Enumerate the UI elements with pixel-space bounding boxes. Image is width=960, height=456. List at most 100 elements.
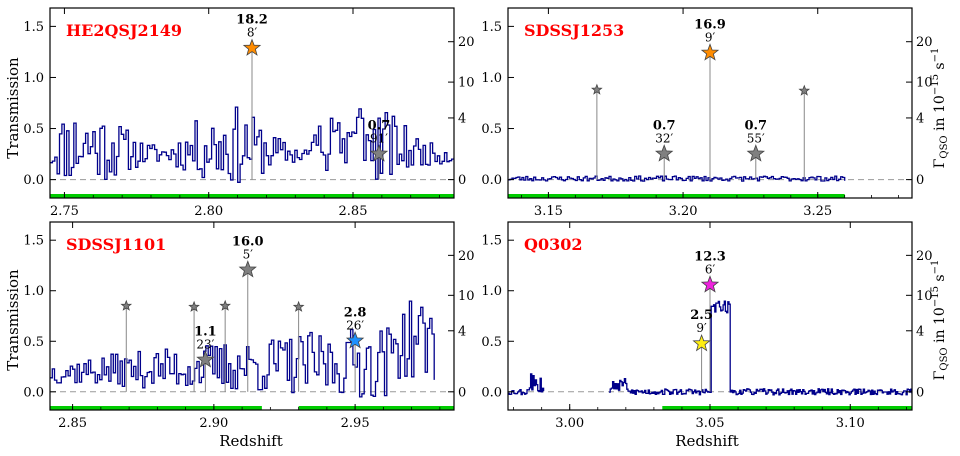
x-tick-label: 2.75: [50, 204, 79, 219]
galaxy-star-gray: [798, 84, 811, 96]
galaxy-gamma-label: 0.7: [653, 118, 676, 133]
galaxy-star-gray: [238, 260, 257, 278]
galaxy-distance-label: 9′: [705, 30, 716, 44]
right-tick-label: 10: [458, 289, 475, 304]
galaxy-gamma-label: 0.7: [368, 118, 391, 133]
galaxy-gamma-label: 2.5: [690, 308, 713, 323]
right-tick-label: 4: [458, 324, 466, 339]
right-tick-label: 20: [916, 35, 933, 50]
galaxy-gamma-label: 1.1: [194, 324, 217, 339]
y-tick-label: 0.5: [23, 335, 44, 350]
galaxy-distance-label: 9′: [696, 321, 707, 335]
galaxy-star-gray: [196, 350, 215, 368]
coverage-bar: [50, 406, 262, 410]
panel-q0302: 2.59′ 12.36′ 3.00 3.05 3.10 0.0 0.5 1.0 1.5 0 4 10 2…: [481, 221, 933, 431]
coverage-bar: [508, 194, 845, 198]
y-tick-label: 0.0: [481, 173, 502, 188]
x-tick-label: 3.25: [803, 204, 832, 219]
galaxy-star-gray: [292, 300, 305, 312]
galaxy-distance-label: 23′: [196, 337, 214, 351]
flux-line: [508, 300, 912, 396]
galaxy-gamma-label: 16.9: [694, 17, 726, 32]
y-tick-label: 0.0: [23, 173, 44, 188]
right-tick-label: 20: [458, 249, 475, 264]
y-tick-label: 0.0: [23, 385, 44, 400]
xlabel-right: Redshift: [675, 432, 739, 450]
right-tick-label: 4: [916, 111, 924, 126]
coverage-bar: [298, 406, 454, 410]
galaxy-star-yellow: [692, 333, 711, 352]
x-tick-label: 3.05: [696, 416, 725, 431]
panel-frame: [49, 221, 455, 411]
y-tick-label: 0.5: [23, 122, 44, 137]
y-tick-label: 1.0: [481, 71, 502, 86]
ylabel-bottom: Transmission: [4, 269, 22, 371]
galaxy-star-gray: [369, 144, 389, 162]
y-tick-label: 1.5: [481, 234, 502, 249]
galaxy-distance-label: 26′: [346, 318, 364, 332]
right-tick-label: 4: [458, 111, 466, 126]
x-tick-label: 3.20: [669, 204, 698, 219]
galaxy-star-gray: [746, 144, 765, 162]
right-axis-label: ΓQSO in 10−15 s−1: [930, 260, 950, 381]
y-tick-label: 1.0: [481, 284, 502, 299]
galaxy-distance-label: 6′: [705, 262, 716, 276]
y-tick-label: 1.5: [481, 20, 502, 35]
panel-title: SDSSJ1101: [66, 235, 166, 254]
panel-sdssj1253: 0.732′16.99′0.755′3.15 3.20 3.250.00.51.01…: [481, 7, 933, 219]
panel-title: Q0302: [524, 235, 582, 254]
galaxy-star-gray: [655, 144, 674, 162]
right-tick-label: 0: [458, 385, 466, 400]
galaxy-star-orange: [700, 43, 720, 61]
panel-sdssj1101: 1.123′ 16.05′ 2.826′ 2.85 2.90 2.95 0.0 0.5 1.0 1…: [23, 221, 475, 431]
galaxy-star-gray: [219, 299, 231, 311]
x-tick-label: 2.90: [199, 416, 228, 431]
right-tick-label: 0: [458, 173, 466, 188]
right-axis-label: ΓQSO in 10−15 s−1: [930, 48, 950, 169]
galaxy-gamma-label: 0.7: [744, 118, 767, 133]
y-tick-label: 1.0: [23, 284, 44, 299]
right-tick-label: 0: [916, 173, 924, 188]
galaxy-gamma-label: 18.2: [236, 13, 268, 28]
galaxy-star-gray: [120, 299, 133, 311]
x-tick-label: 2.85: [339, 204, 368, 219]
galaxy-star-gray: [591, 83, 603, 95]
y-tick-label: 0.5: [481, 335, 502, 350]
panel-frame: [49, 7, 455, 199]
y-tick-label: 1.5: [23, 234, 44, 249]
x-tick-label: 3.10: [836, 416, 865, 431]
ylabel-top: Transmission: [4, 57, 22, 159]
x-tick-label: 2.95: [341, 416, 370, 431]
right-tick-label: 0: [916, 385, 924, 400]
right-tick-label: 10: [458, 76, 475, 91]
galaxy-star-blue: [345, 331, 365, 349]
galaxy-gamma-label: 12.3: [694, 249, 726, 264]
galaxy-gamma-label: 16.0: [232, 234, 264, 249]
galaxy-gamma-label: 2.8: [344, 305, 367, 320]
coverage-bar: [50, 194, 454, 198]
y-tick-label: 0.0: [481, 385, 502, 400]
flux-line: [50, 300, 435, 398]
panel-title: HE2QSJ2149: [66, 21, 182, 40]
y-tick-label: 1.0: [23, 71, 44, 86]
galaxy-distance-label: 8′: [247, 26, 258, 40]
y-tick-label: 1.5: [23, 20, 44, 35]
y-tick-label: 0.5: [481, 122, 502, 137]
galaxy-star-gray: [188, 300, 200, 312]
flux-line: [508, 175, 846, 182]
galaxy-star-magenta: [700, 275, 720, 293]
galaxy-distance-label: 32′: [655, 131, 673, 145]
galaxy-distance-label: 5′: [243, 247, 254, 261]
right-tick-label: 10: [916, 76, 933, 91]
galaxy-distance-label: 91′: [370, 131, 388, 145]
x-tick-label: 3.00: [555, 416, 584, 431]
x-tick-label: 2.80: [194, 204, 223, 219]
x-tick-label: 3.15: [534, 204, 563, 219]
galaxy-star-orange: [242, 38, 262, 56]
galaxy-distance-label: 55′: [747, 131, 765, 145]
right-tick-label: 10: [916, 289, 933, 304]
xlabel-left: Redshift: [219, 432, 283, 450]
right-tick-label: 20: [916, 249, 933, 264]
panel-he2qsj2149: 18.28′ 0.791′ 2.75 2.80 2.85 0.0 0.5 1.0 1.5 0 4 10…: [23, 7, 475, 219]
coverage-bar: [662, 406, 912, 410]
